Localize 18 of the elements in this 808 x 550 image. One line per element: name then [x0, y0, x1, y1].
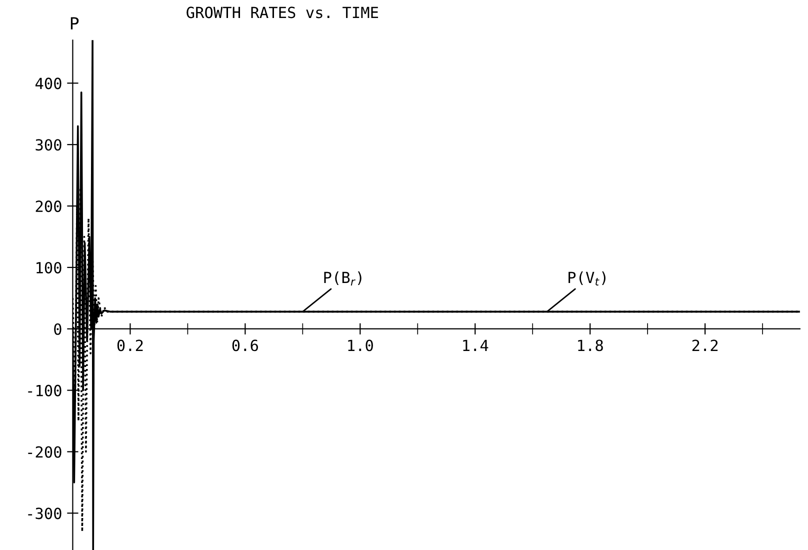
y-tick-label: 400 [35, 78, 62, 90]
y-tick-label: 200 [36, 200, 62, 212]
x-tick-label: 0.6 [232, 340, 258, 352]
x-tick-label: 1.8 [578, 340, 603, 352]
y-tick-label: 0 [54, 323, 62, 335]
x-tick-label: 0.2 [117, 340, 143, 352]
y-tick-label: 300 [36, 139, 62, 151]
x-tick-label: 2.2 [692, 340, 718, 351]
y-tick-label: -100 [28, 384, 62, 396]
annotation: P(B$_{r}$) [324, 271, 362, 286]
chart-title: GROWTH RATES vs. TIME [186, 6, 378, 18]
y-tick-label: -200 [28, 446, 62, 458]
x-tick-label: 1.0 [348, 340, 373, 352]
annotation: P(V$_{t}$) [568, 271, 606, 286]
y-tick-label: -300 [28, 508, 62, 520]
y-tick-label: 100 [36, 262, 62, 274]
x-tick-label: 1.4 [463, 340, 488, 351]
y-axis-title: P [70, 17, 79, 30]
